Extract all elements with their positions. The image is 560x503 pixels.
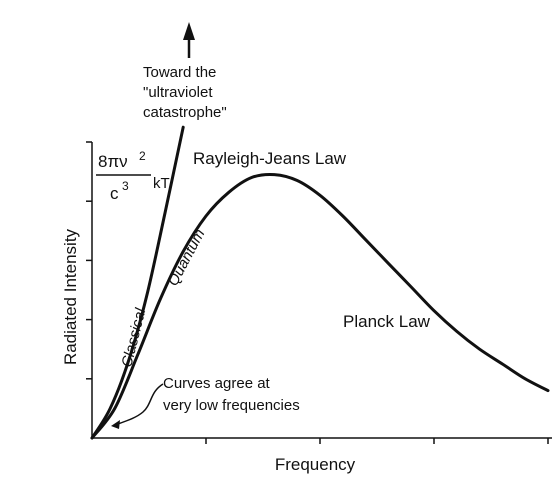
series-classical-line [90, 125, 185, 440]
uv-arrow [183, 22, 195, 58]
formula-denominator-exponent: 3 [122, 179, 129, 193]
axes [86, 141, 552, 444]
agree-pointer-head [111, 420, 120, 429]
formula-numerator: 8πν [98, 152, 128, 171]
formula-denominator: c [110, 184, 119, 203]
agree-label-line1: Curves agree at [163, 375, 271, 392]
series-quantum-line [90, 172, 550, 440]
series [90, 125, 550, 440]
rayleigh-jeans-label: Rayleigh-Jeans Law [193, 149, 347, 168]
quantum-curve-label: Quantum [165, 226, 209, 288]
uv-arrow-head [183, 22, 195, 40]
planck-law-label: Planck Law [343, 312, 431, 331]
agree-pointer [114, 383, 164, 426]
formula-numerator-exponent: 2 [139, 149, 146, 163]
agree-label-line2: very low frequencies [163, 397, 300, 414]
y-axis-label: Radiated Intensity [61, 228, 80, 365]
uv-label-line2: "ultraviolet [143, 84, 213, 101]
x-axis-label: Frequency [275, 455, 356, 474]
uv-label-line3: catastrophe" [143, 104, 227, 121]
uv-label-line1: Toward the [143, 64, 216, 81]
formula-kt: kT [153, 175, 170, 192]
rayleigh-jeans-formula: 8πν 2 c 3 kT [96, 149, 170, 203]
